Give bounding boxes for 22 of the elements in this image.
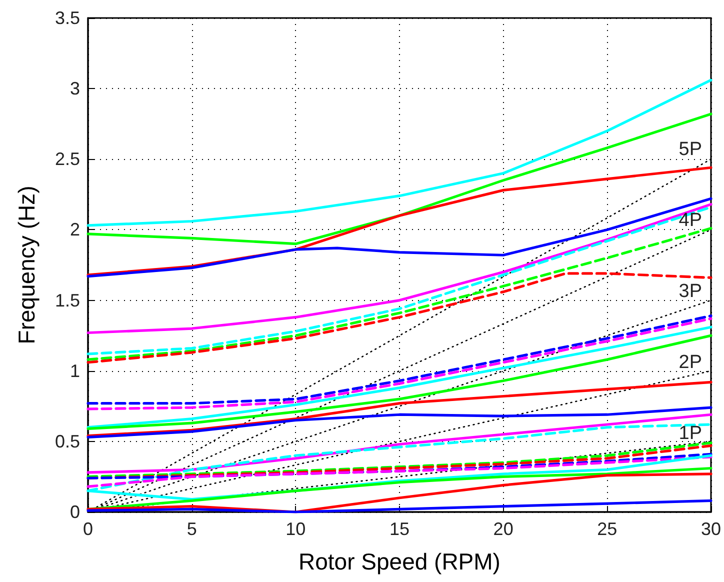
- x-axis-title: Rotor Speed (RPM): [298, 548, 500, 574]
- x-tick-label: 10: [286, 519, 306, 539]
- y-tick-label: 2: [70, 220, 80, 240]
- annotation: 4P: [678, 210, 702, 231]
- x-tick-label: 25: [597, 519, 618, 539]
- annotation: 1P: [678, 423, 702, 444]
- y-tick-label: 0: [70, 502, 80, 522]
- x-tick-label: 15: [389, 519, 410, 539]
- x-tick-label: 20: [493, 519, 514, 539]
- y-tick-label: 1.5: [54, 290, 80, 310]
- y-tick-label: 1: [70, 360, 80, 381]
- y-tick-label: 0.5: [54, 431, 80, 452]
- annotation: 3P: [678, 281, 702, 302]
- annotation: 5P: [678, 139, 702, 160]
- y-tick-label: 3: [70, 78, 80, 99]
- y-tick-label: 2.5: [54, 149, 80, 170]
- x-tick-label: 0: [82, 519, 94, 539]
- y-axis-title: Frequency (Hz): [14, 186, 40, 344]
- y-tick-label: 3.5: [54, 8, 80, 28]
- x-tick-label: 30: [700, 519, 722, 539]
- annotation: 2P: [678, 352, 702, 373]
- x-tick-label: 5: [186, 519, 197, 539]
